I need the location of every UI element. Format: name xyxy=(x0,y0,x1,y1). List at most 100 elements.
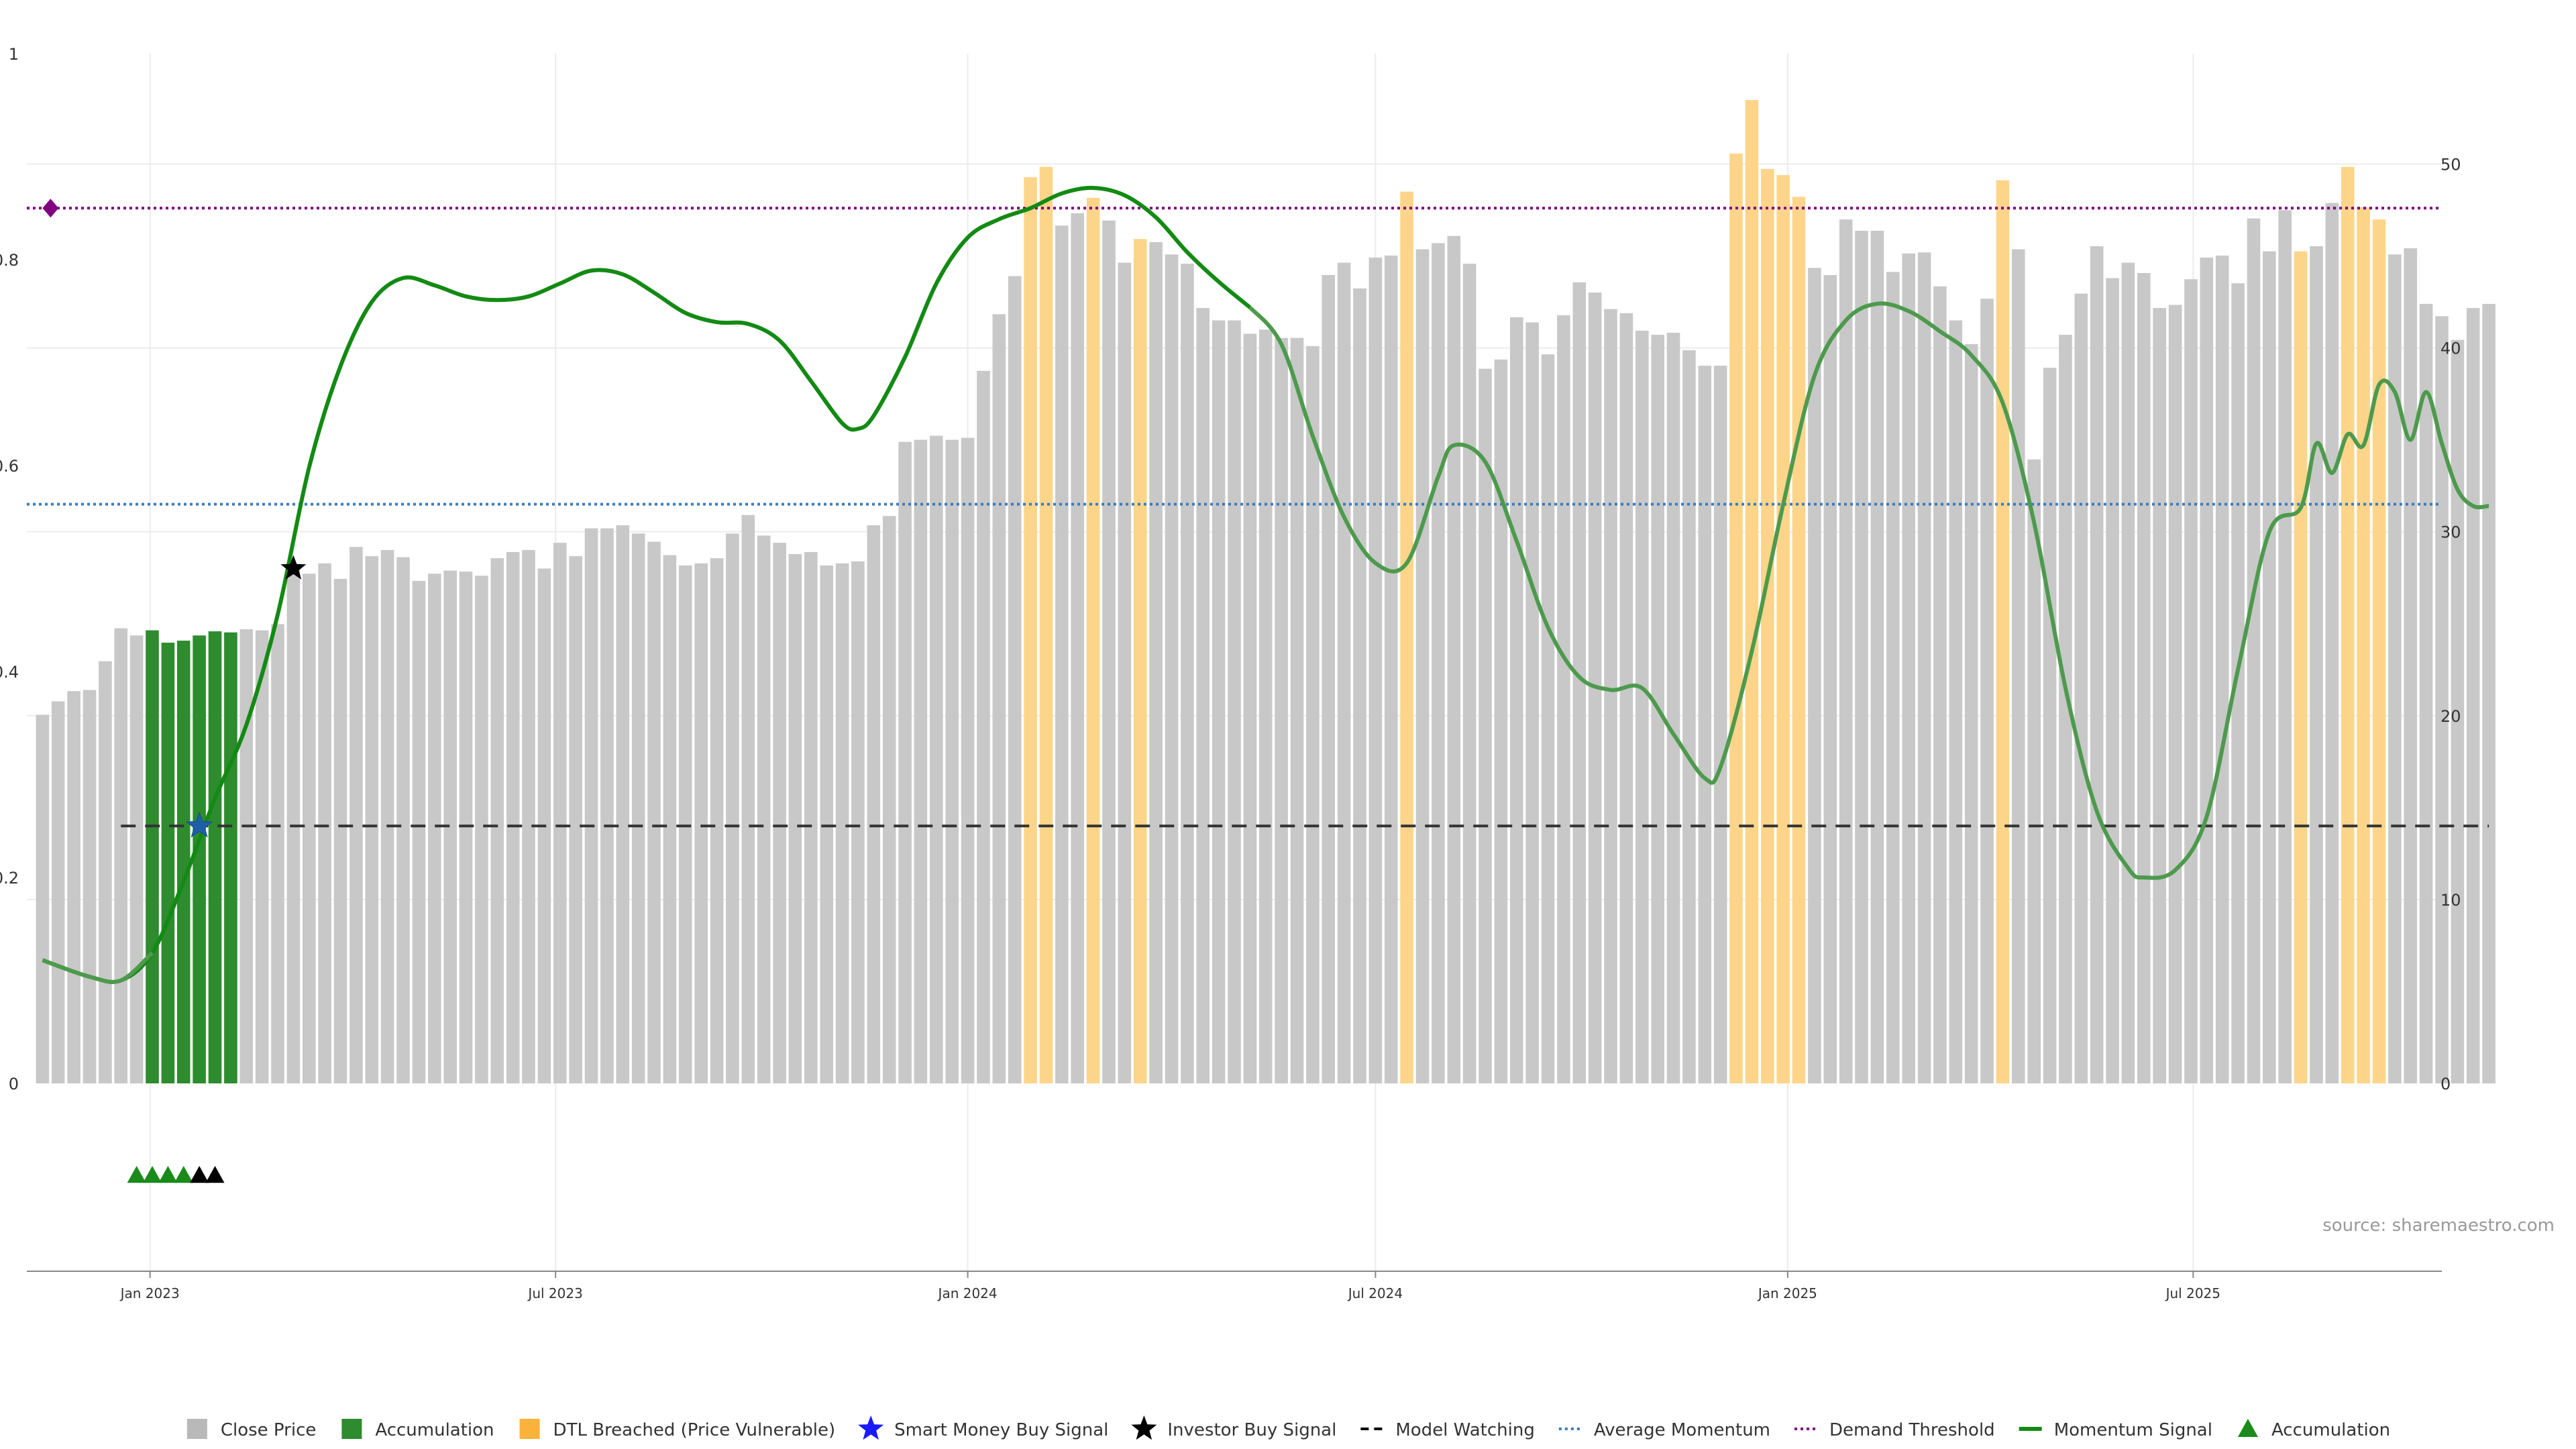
close-price-bar xyxy=(1181,264,1194,1084)
close-price-bar xyxy=(553,543,567,1083)
legend-item: Momentum Signal xyxy=(2019,1420,2212,1440)
legend-square-swatch xyxy=(186,1419,207,1439)
close-price-bar xyxy=(333,578,347,1083)
right-axis-tick-label: 40 xyxy=(2440,339,2461,358)
close-price-bar xyxy=(2059,335,2072,1084)
close-price-bar xyxy=(1902,253,1915,1083)
close-price-bar xyxy=(2325,203,2339,1084)
left-axis-tick-label: 0.4 xyxy=(0,663,19,682)
close-price-bar xyxy=(757,535,771,1083)
close-price-bar xyxy=(2404,248,2417,1084)
close-price-bar xyxy=(1886,272,1900,1083)
dtl-breached-bar xyxy=(1039,166,1053,1083)
close-price-bar xyxy=(1855,231,1868,1083)
close-price-bar xyxy=(129,635,144,1083)
legend-item: Model Watching xyxy=(1360,1420,1535,1440)
close-price-bar xyxy=(2184,279,2198,1084)
legend-item: Average Momentum xyxy=(1558,1420,1770,1440)
dtl-breached-bar xyxy=(1776,175,1790,1084)
accumulation-triangle xyxy=(190,1166,209,1183)
close-price-bar xyxy=(490,558,504,1083)
close-price-bar xyxy=(2263,251,2276,1084)
close-price-bar xyxy=(804,551,818,1083)
x-axis-tick-label: Jan 2023 xyxy=(119,1285,180,1301)
close-price-bar xyxy=(679,565,692,1083)
dtl-breached-bar xyxy=(2372,219,2386,1084)
close-price-bar xyxy=(569,556,582,1083)
close-price-bar xyxy=(2168,305,2182,1083)
close-price-bar xyxy=(1322,275,1335,1083)
dtl-breached-bar xyxy=(1086,197,1100,1083)
close-price-bar xyxy=(726,533,739,1083)
close-price-bar xyxy=(1980,299,1994,1083)
legend-item: Accumulation xyxy=(341,1419,494,1440)
close-price-bar xyxy=(1102,220,1116,1084)
close-price-bar xyxy=(2153,308,2166,1084)
close-price-bar xyxy=(51,701,65,1083)
legend-square-swatch xyxy=(341,1419,362,1439)
close-price-bar xyxy=(2137,273,2151,1083)
close-price-bar xyxy=(1306,345,1320,1083)
close-price-bar xyxy=(365,556,379,1083)
close-price-bar xyxy=(616,525,630,1083)
left-axis-tick-label: 0.6 xyxy=(0,457,19,476)
close-price-bar xyxy=(914,439,928,1083)
left-axis-tick-label: 0.2 xyxy=(0,869,19,888)
accumulation-bar xyxy=(208,631,222,1083)
close-price-bar xyxy=(380,549,394,1083)
close-price-bar xyxy=(741,515,755,1083)
dtl-breached-bar xyxy=(1792,197,1806,1083)
dtl-breached-bar xyxy=(1729,153,1743,1083)
close-price-bar xyxy=(1510,317,1523,1083)
close-price-bar xyxy=(1494,359,1508,1083)
dtl-breached-bar xyxy=(1133,239,1147,1083)
close-price-bar xyxy=(1384,255,1398,1083)
close-price-bar xyxy=(773,543,786,1083)
close-price-bar xyxy=(1258,329,1273,1083)
right-axis-tick-label: 0 xyxy=(2440,1075,2451,1093)
x-axis-tick-label: Jan 2025 xyxy=(1757,1285,1817,1301)
close-price-bar xyxy=(114,628,127,1083)
close-price-bar xyxy=(2215,255,2229,1083)
investor-buy-star xyxy=(280,555,307,580)
close-price-bar xyxy=(1823,275,1837,1083)
close-price-bar xyxy=(2027,459,2041,1083)
x-axis: Jan 2023 Jul 2023 Jan 2024 Jul 2024 Jan 2025… xyxy=(27,1271,2442,1301)
close-price-bar xyxy=(820,565,833,1083)
close-price-bar xyxy=(1228,320,1241,1084)
close-price-bar xyxy=(67,691,80,1083)
legend-label: Accumulation xyxy=(375,1420,494,1440)
close-price-bar xyxy=(303,574,316,1083)
dtl-breached-bar xyxy=(1745,100,1759,1084)
accumulation-bar xyxy=(146,630,159,1083)
dtl-breached-bar xyxy=(2294,251,2308,1084)
legend-label: DTL Breached (Price Vulnerable) xyxy=(553,1420,836,1440)
close-price-bar xyxy=(867,525,881,1083)
x-axis-tick-label: Jul 2024 xyxy=(1347,1285,1403,1301)
close-price-bar xyxy=(2310,246,2323,1083)
close-price-bar xyxy=(1698,366,1712,1083)
x-axis-tick-label: Jul 2025 xyxy=(2165,1285,2220,1301)
legend-item: Close Price xyxy=(186,1419,316,1440)
close-price-bar xyxy=(2043,368,2057,1084)
close-price-bar xyxy=(2419,304,2433,1083)
close-price-bar xyxy=(631,533,645,1083)
accumulation-triangle xyxy=(174,1166,193,1183)
left-axis-tick-label: 0.8 xyxy=(0,251,19,270)
close-price-bar xyxy=(99,661,112,1083)
close-price-bar xyxy=(1055,225,1069,1083)
close-price-bar xyxy=(522,549,535,1083)
close-price-bar xyxy=(350,547,363,1083)
right-axis-tick-label: 20 xyxy=(2440,707,2461,726)
close-price-bar xyxy=(1933,286,1947,1083)
close-price-bar xyxy=(506,551,520,1083)
close-price-bar xyxy=(882,516,896,1083)
close-price-bar xyxy=(930,435,943,1083)
close-price-bar xyxy=(1149,241,1163,1083)
close-price-bar xyxy=(1368,257,1383,1083)
close-price-bar xyxy=(898,441,912,1083)
dtl-breached-bar xyxy=(2357,207,2370,1084)
accumulation-bar xyxy=(176,641,191,1083)
